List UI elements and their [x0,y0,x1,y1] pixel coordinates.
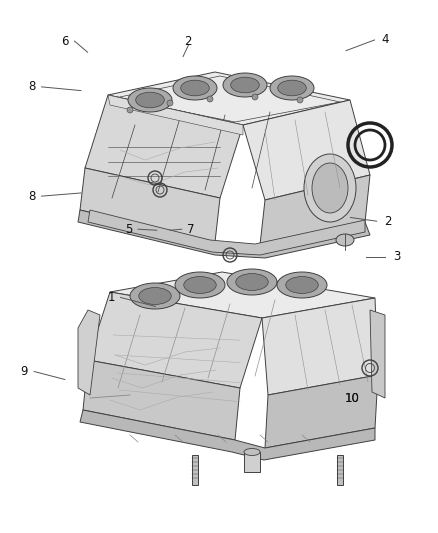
Circle shape [252,94,258,100]
Bar [192,455,198,485]
Polygon shape [78,310,100,395]
Text: 9: 9 [20,365,28,378]
Ellipse shape [175,272,225,298]
Circle shape [127,107,133,113]
Text: 5: 5 [125,223,132,236]
Ellipse shape [173,76,217,100]
Text: 7: 7 [187,223,194,236]
Ellipse shape [336,234,354,246]
Polygon shape [78,210,370,258]
Ellipse shape [128,88,172,112]
Ellipse shape [130,283,180,309]
Polygon shape [110,272,375,318]
Text: 6: 6 [61,35,69,47]
Polygon shape [243,100,370,200]
Ellipse shape [278,80,306,96]
Polygon shape [108,95,243,135]
Ellipse shape [312,163,348,213]
Ellipse shape [136,92,164,108]
Polygon shape [265,375,378,448]
Text: 8: 8 [28,80,35,93]
Ellipse shape [227,269,277,295]
Polygon shape [80,168,220,242]
Text: 2: 2 [384,215,392,228]
Ellipse shape [139,287,171,304]
Text: 4: 4 [381,34,389,46]
Polygon shape [88,292,262,388]
Ellipse shape [244,448,260,456]
Ellipse shape [231,77,259,93]
Polygon shape [370,310,385,398]
Text: 3: 3 [393,251,400,263]
Ellipse shape [277,272,327,298]
Bar [337,455,343,485]
Ellipse shape [181,80,209,96]
Text: 2: 2 [184,35,192,47]
Polygon shape [83,360,240,440]
Ellipse shape [286,277,318,294]
Polygon shape [108,72,350,125]
Ellipse shape [223,73,267,97]
Text: 1: 1 [108,291,116,304]
Circle shape [167,100,173,106]
Circle shape [207,96,213,102]
Polygon shape [85,95,243,198]
Ellipse shape [270,76,314,100]
Ellipse shape [304,154,356,222]
Ellipse shape [236,273,268,290]
Text: 8: 8 [28,190,35,203]
Polygon shape [80,410,375,460]
Bar [244,452,260,472]
Circle shape [297,97,303,103]
Ellipse shape [184,277,216,294]
Text: 10: 10 [345,392,360,405]
Polygon shape [88,210,365,255]
Text: 10: 10 [345,392,360,405]
Polygon shape [260,175,370,245]
Polygon shape [262,298,378,395]
